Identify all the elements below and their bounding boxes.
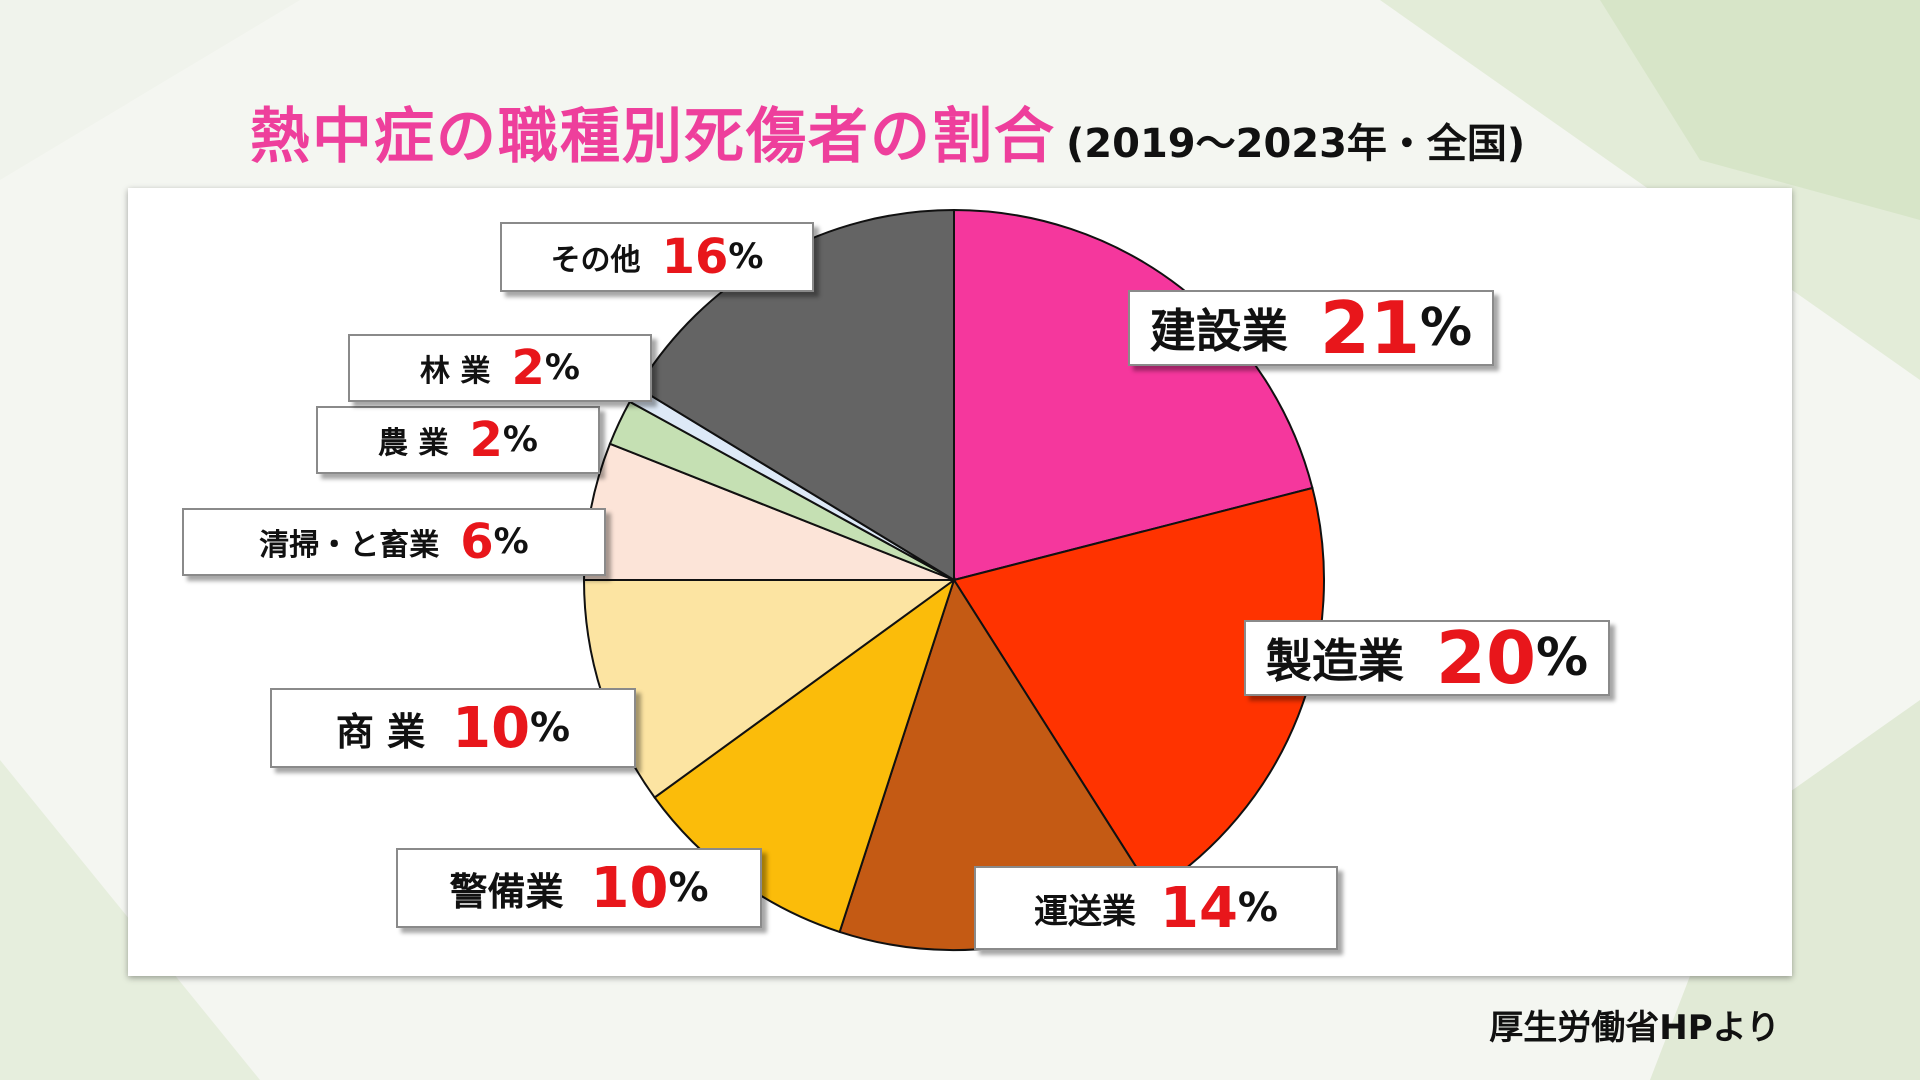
slice-label-percent-sign: % [530, 705, 571, 751]
slice-label-percent-sign: % [544, 348, 580, 388]
pie-slice-construction [953, 208, 1314, 582]
slice-label-percent-sign: % [493, 522, 529, 562]
slice-label-percent: 16 [661, 229, 729, 285]
slice-label-agriculture: 農 業 2% [316, 406, 600, 474]
chart-title: 熱中症の職種別死傷者の割合 (2019～2023年・全国) [250, 88, 1525, 178]
slice-label-percent: 2 [469, 412, 503, 468]
slice-label-percent: 2 [511, 340, 545, 396]
slice-label-name: 運送業 [1033, 891, 1136, 932]
slice-label-name: 農 業 [378, 426, 449, 461]
slice-label-other: その他 16% [500, 222, 814, 292]
slice-label-manufacturing: 製造業 20% [1244, 616, 1610, 700]
slice-label-transport: 運送業 14% [974, 866, 1338, 950]
slice-label-percent-sign: % [502, 420, 538, 460]
slice-label-cleaning: 清掃・と畜業 6% [182, 508, 606, 576]
slice-label-percent-sign: % [728, 237, 764, 277]
slice-label-percent-sign: % [1237, 885, 1278, 931]
slice-label-percent-sign: % [668, 865, 709, 911]
chart-panel: 建設業 21% 製造業 20% 運送業 14% 警備業 10% 商 業 10% 清掃・と畜業 6% 農 … [128, 188, 1792, 976]
slice-label-security: 警備業 10% [396, 848, 762, 928]
slice-label-percent: 6 [460, 514, 494, 570]
slice-label-percent-sign: % [1420, 298, 1473, 358]
pie-chart [582, 208, 1326, 951]
title-subtitle: (2019～2023年・全国) [1066, 121, 1526, 167]
slice-label-name: 製造業 [1265, 634, 1404, 688]
slice-label-percent: 10 [452, 695, 531, 761]
title-main: 熱中症の職種別死傷者の割合 [250, 102, 1056, 172]
pie-slice-manufacturing [952, 486, 1326, 894]
slice-label-name: 建設業 [1149, 304, 1288, 358]
slice-label-forestry: 林 業 2% [348, 334, 652, 402]
slice-label-percent: 10 [590, 855, 669, 921]
slice-label-percent: 14 [1159, 875, 1238, 941]
slice-label-name: 警備業 [449, 869, 564, 914]
slice-label-name: 林 業 [420, 354, 491, 389]
slice-label-name: 商 業 [335, 709, 426, 754]
slice-label-commerce: 商 業 10% [270, 688, 636, 768]
slice-label-name: 清掃・と畜業 [259, 528, 440, 563]
slice-label-percent: 21 [1319, 286, 1421, 370]
source-note: 厚生労働省HPより [1489, 1008, 1780, 1048]
slice-label-construction: 建設業 21% [1128, 286, 1494, 370]
slice-label-percent-sign: % [1536, 628, 1589, 688]
slice-label-name: その他 [550, 243, 641, 278]
slice-label-percent: 20 [1435, 616, 1537, 700]
